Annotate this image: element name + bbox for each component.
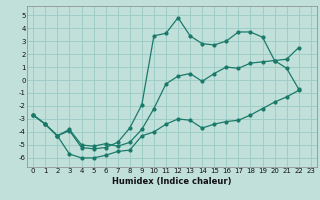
- X-axis label: Humidex (Indice chaleur): Humidex (Indice chaleur): [112, 177, 232, 186]
